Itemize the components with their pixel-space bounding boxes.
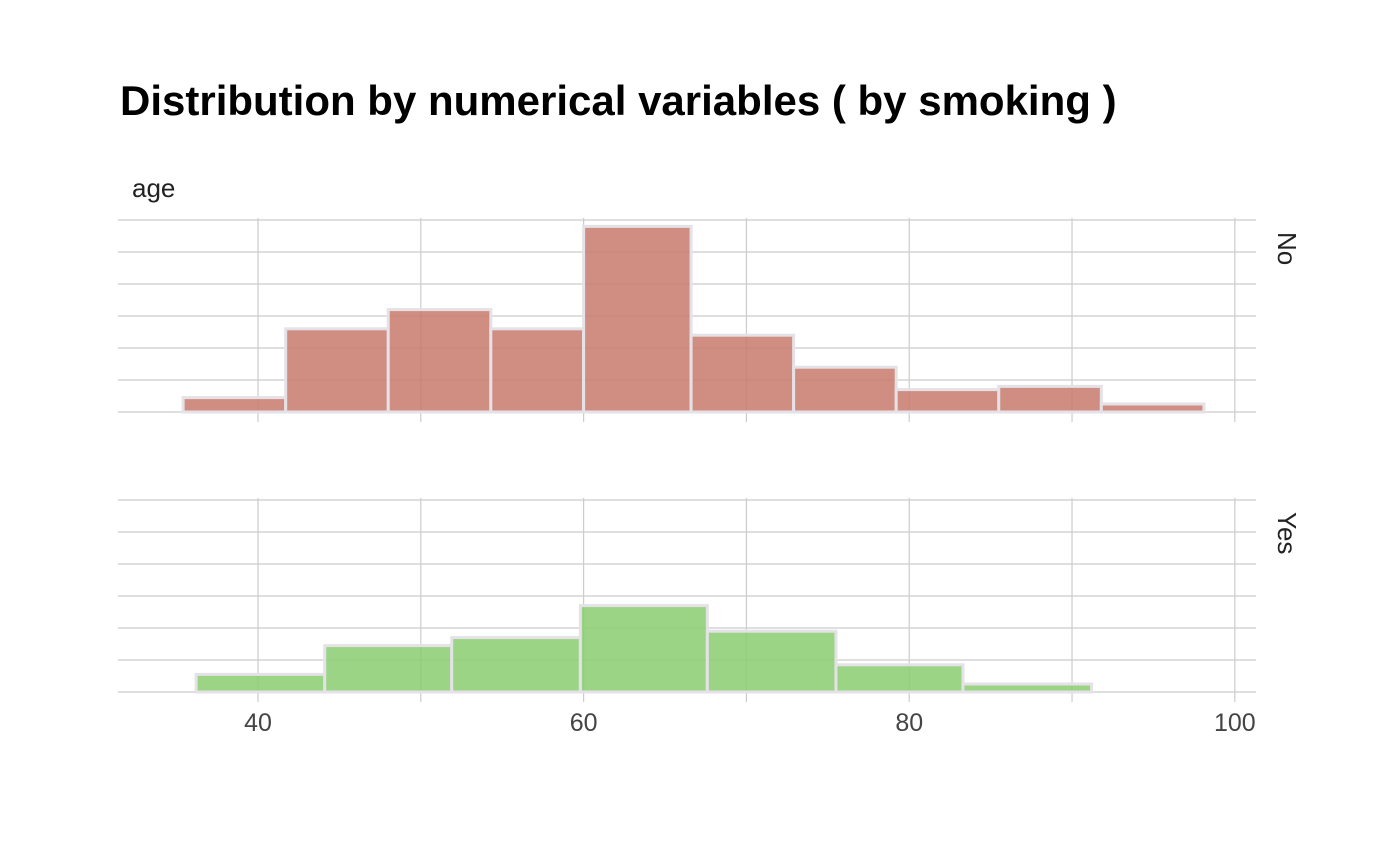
histogram-bar — [323, 644, 454, 694]
histogram-bar — [894, 388, 1001, 414]
histogram-bar — [689, 333, 796, 414]
histogram-bar — [1099, 402, 1206, 414]
bars — [194, 604, 1094, 694]
bars — [181, 224, 1206, 414]
histogram-bar — [792, 365, 898, 414]
x-tick-label: 100 — [1214, 709, 1256, 737]
histogram-bar — [489, 327, 586, 414]
chart-title: Distribution by numerical variables ( by… — [120, 77, 1117, 124]
variable-strip-label: age — [132, 173, 175, 203]
x-tick-label: 80 — [895, 709, 923, 737]
facet-panel-yes: Yes — [118, 498, 1302, 702]
facet-strip-label: No — [1272, 232, 1302, 265]
histogram-bar — [386, 308, 493, 414]
histogram-bar — [834, 663, 965, 694]
histogram-bar — [578, 604, 709, 694]
histogram-bar — [997, 384, 1103, 414]
histogram-bar — [450, 636, 582, 694]
facet-panel-no: No — [118, 218, 1302, 422]
x-tick-label: 40 — [244, 709, 272, 737]
histogram-bar — [194, 672, 327, 694]
histogram-bar — [181, 396, 288, 414]
facet-panels: No Yes — [118, 218, 1302, 702]
facet-strip-label: Yes — [1272, 512, 1302, 554]
x-tick-label: 60 — [570, 709, 598, 737]
histogram-bar — [284, 327, 390, 414]
x-axis-ticks: 40 60 80 100 — [244, 709, 1256, 737]
histogram-bar — [582, 224, 693, 414]
histogram-bar — [705, 629, 838, 694]
histogram-bar — [961, 682, 1094, 694]
